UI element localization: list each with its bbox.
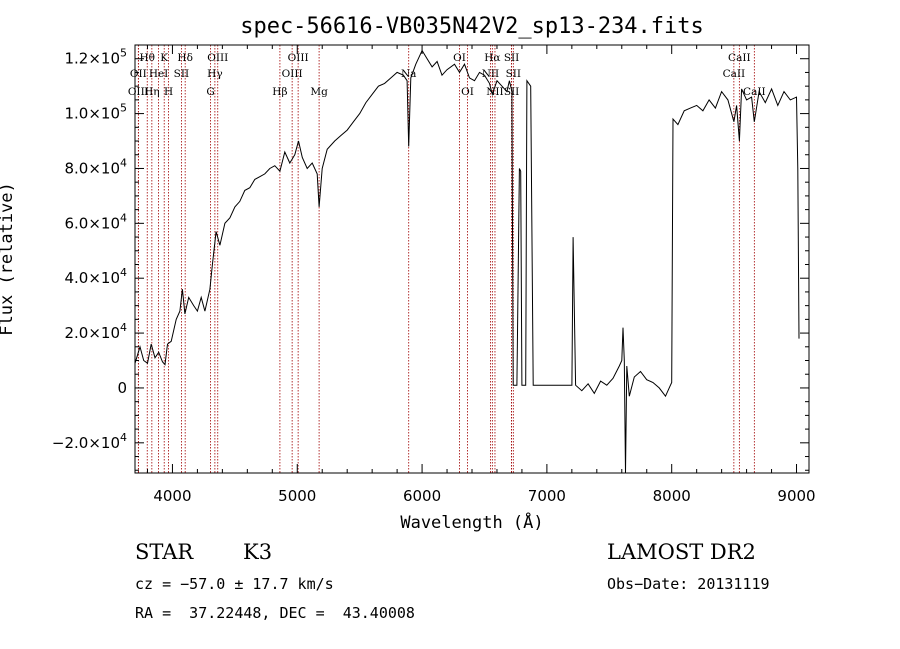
y-tick-exponent: 4	[120, 211, 127, 224]
plot-frame	[134, 44, 810, 474]
y-tick-mantissa: −2.0×10	[52, 434, 120, 452]
spectral-line-label: SII	[174, 68, 190, 80]
spectral-line-label: OII	[130, 68, 147, 80]
y-tick-exponent: 5	[120, 47, 127, 60]
y-tick-exponent: 4	[120, 156, 127, 169]
y-tick-label: 6.0×104	[64, 211, 127, 232]
coordinates-readout: RA = 37.22448, DEC = 43.40008	[135, 604, 415, 622]
y-tick-mantissa: 8.0×10	[64, 159, 120, 177]
x-axis-label: Wavelength (Å)	[400, 511, 543, 533]
spectral-line-markers	[137, 45, 755, 473]
spectral-line-label: OIII	[207, 52, 228, 64]
spectral-line-label: Hα	[484, 52, 500, 64]
y-tick-exponent: 4	[120, 431, 127, 444]
y-tick-mantissa: 2.0×10	[64, 324, 120, 342]
spectral-line-label: H	[164, 86, 173, 98]
spectral-line-label: HeI	[149, 68, 169, 80]
x-tick-label: 7000	[528, 487, 566, 505]
spectrum-line	[134, 49, 800, 474]
spectral-line-label: OIII	[282, 68, 303, 80]
spectral-line-label: OIII	[288, 52, 309, 64]
x-tick-label: 8000	[653, 487, 691, 505]
y-tick-label: 4.0×104	[64, 266, 127, 287]
spectral-line-label: Mg	[310, 86, 328, 98]
y-tick-label: 0	[117, 379, 127, 397]
y-tick-label: 1.2×105	[64, 47, 127, 68]
y-tick-mantissa: 6.0×10	[64, 214, 120, 232]
spectral-line-label: NII	[482, 68, 499, 80]
spectral-line-label: CaII	[723, 68, 746, 80]
x-tick-label: 9000	[777, 487, 815, 505]
spectral-line-label: CaII	[728, 52, 751, 64]
y-tick-mantissa: 1.2×10	[64, 50, 120, 68]
survey-name: LAMOST DR2	[607, 540, 756, 564]
y-tick-mantissa: 1.0×10	[64, 105, 120, 123]
y-tick-exponent: 4	[120, 266, 127, 279]
spectral-line-label: K	[160, 52, 168, 64]
x-tick-label: 6000	[403, 487, 441, 505]
spectral-line-label: Hθ	[139, 52, 154, 64]
y-tick-label: 1.0×105	[64, 102, 127, 123]
x-axis-ticks: 4000 5000 6000 7000 8000 9000	[146, 45, 816, 505]
spectral-line-label: SII	[506, 68, 522, 80]
x-tick-label: 4000	[153, 487, 191, 505]
chart-title: spec-56616-VB035N42V2_sp13-234.fits	[240, 14, 704, 39]
spectral-line-label: OI	[461, 86, 474, 98]
spectral-line-label: OI	[453, 52, 466, 64]
y-tick-mantissa: 0	[117, 379, 127, 397]
spectral-line-label: CaII	[743, 86, 766, 98]
y-tick-exponent: 4	[120, 321, 127, 334]
y-axis-label: Flux (relative)	[0, 182, 17, 336]
y-axis-ticks: −2.0×10402.0×1044.0×1046.0×1048.0×1041.0…	[52, 47, 809, 471]
spectral-line-label: Hγ	[207, 68, 222, 80]
x-tick-label: 5000	[278, 487, 316, 505]
spectral-line-label: Hδ	[177, 52, 192, 64]
spectral-line-label: Hβ	[272, 86, 287, 98]
observation-date: Obs−Date: 20131119	[607, 575, 770, 593]
spectral-line-label: SII	[504, 52, 520, 64]
y-tick-label: −2.0×104	[52, 431, 127, 452]
spectral-line-label: G	[206, 86, 214, 98]
y-tick-label: 8.0×104	[64, 156, 127, 177]
y-tick-mantissa: 4.0×10	[64, 269, 120, 287]
spectral-subclass: K3	[243, 540, 273, 564]
y-tick-exponent: 5	[120, 102, 127, 115]
spectral-class-label: STAR	[135, 540, 194, 564]
y-tick-label: 2.0×104	[64, 321, 127, 342]
spectral-line-label: OIII	[128, 86, 149, 98]
spectral-line-label: Hη	[144, 86, 159, 98]
redshift-readout: cz = −57.0 ± 17.7 km/s	[135, 575, 334, 593]
